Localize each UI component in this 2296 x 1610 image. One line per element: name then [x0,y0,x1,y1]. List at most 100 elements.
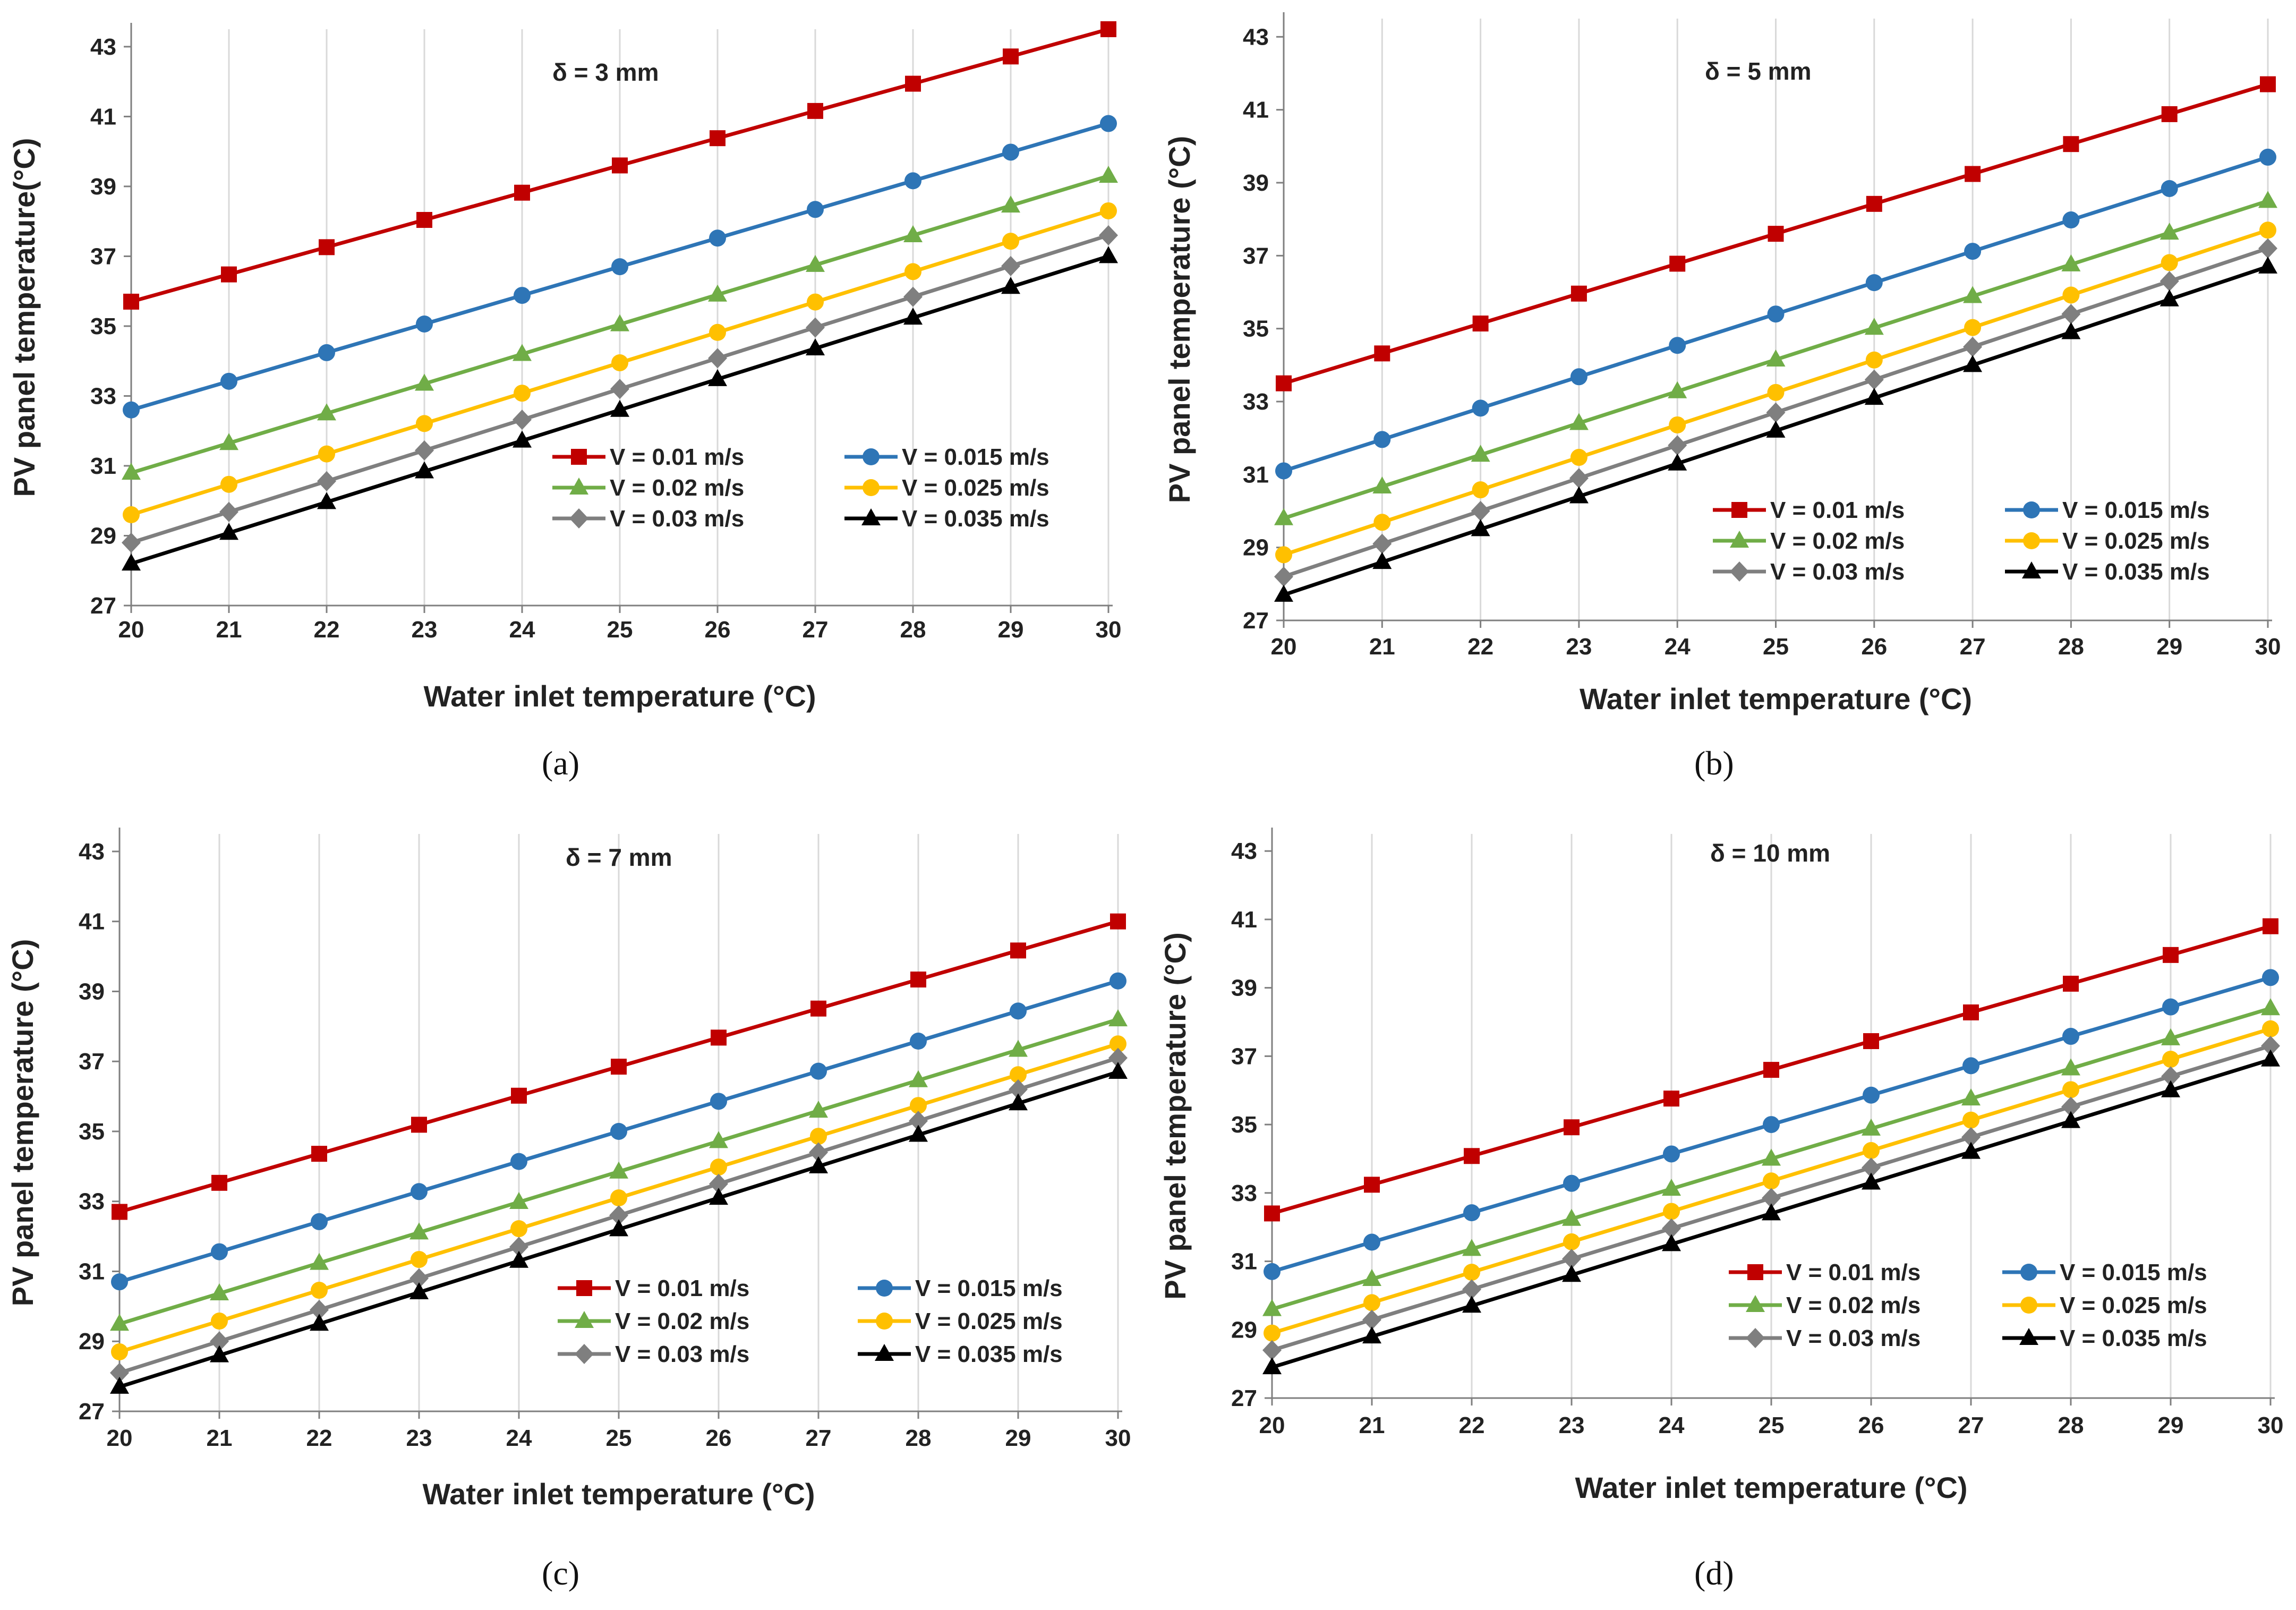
data-point [1663,1091,1679,1107]
data-point [411,1117,427,1133]
legend-label: V = 0.035 m/s [2060,1325,2207,1351]
data-point [2161,1080,2180,1097]
data-point [509,1237,528,1257]
data-point [415,461,434,479]
data-point [122,553,141,571]
data-point [810,1128,827,1145]
legend-marker [876,1313,893,1330]
data-point [610,399,629,417]
data-point [2062,1028,2079,1045]
data-point [711,1029,727,1046]
data-point [1002,143,1019,161]
thickness-annotation: δ = 3 mm [552,58,659,86]
series-V0015 [123,115,1117,419]
data-point [318,344,335,361]
data-point [1472,399,1489,417]
legend-marker [1730,561,1749,582]
data-point [1762,1203,1781,1221]
y-tick-label: 31 [1231,1249,1257,1275]
data-point [2061,304,2081,325]
data-point [111,1343,128,1361]
data-point [1766,420,1786,438]
x-tick-label: 23 [1566,634,1592,660]
data-point [211,1243,228,1260]
data-point [1762,1188,1781,1208]
data-point [416,415,433,432]
legend-item: V = 0.015 m/s [858,1275,1063,1301]
data-point [609,1219,628,1237]
data-point [511,1087,527,1104]
data-point [409,1282,429,1300]
data-point [2261,998,2280,1016]
legend-marker [1747,1264,1763,1280]
data-point [220,475,237,493]
data-point [219,433,238,450]
legend-marker [863,479,880,496]
data-point [211,1313,228,1330]
x-tick-label: 27 [1958,1412,1984,1438]
legend-item: V = 0.035 m/s [858,1341,1063,1367]
data-point [709,1131,728,1148]
legend-label: V = 0.035 m/s [2062,559,2210,585]
x-tick-label: 24 [1665,634,1691,660]
data-point [513,410,532,430]
legend-label: V = 0.03 m/s [615,1341,749,1367]
data-point [122,463,141,480]
data-point [1863,1142,1880,1160]
series-V001 [1276,76,2276,391]
data-point [1099,225,1118,245]
data-point [1864,369,1884,390]
data-point [210,1283,229,1300]
data-point [2258,191,2277,208]
data-point [611,354,628,371]
data-point [1961,1088,1981,1106]
data-point [1276,375,1292,391]
data-point [1962,1057,1979,1075]
y-tick-label: 33 [1231,1180,1257,1206]
data-point [2063,136,2079,152]
data-point [514,287,531,304]
thickness-annotation: δ = 5 mm [1705,57,1812,85]
data-point [1570,449,1587,466]
data-point [317,403,336,421]
x-tick-label: 24 [506,1425,532,1451]
x-tick-label: 22 [1459,1412,1485,1438]
data-point [510,1220,527,1238]
caption-d: (d) [1694,1554,1734,1592]
data-point [122,532,141,553]
data-point [810,1000,826,1017]
legend-label: V = 0.015 m/s [902,444,1049,470]
legend-item: V = 0.01 m/s [558,1275,749,1301]
data-point [1963,1004,1979,1020]
data-point [903,225,923,242]
legend-item: V = 0.025 m/s [2002,1292,2207,1318]
y-tick-label: 41 [1243,97,1269,123]
x-tick-label: 28 [2058,634,2084,660]
data-point [1865,274,1883,292]
legend-item: V = 0.03 m/s [1729,1325,1921,1351]
data-point [2163,947,2179,963]
data-point [1363,1233,1380,1251]
data-point [510,1153,527,1170]
data-point [509,1192,528,1209]
series-V001 [123,21,1116,310]
x-tick-label: 23 [406,1425,432,1451]
legend-marker [2022,561,2041,578]
data-point [311,1282,328,1299]
data-point [1862,1172,1881,1190]
data-point [112,1204,127,1220]
data-point [2161,1066,2180,1087]
legend-item: V = 0.02 m/s [1713,528,1905,554]
data-point [1274,584,1293,602]
x-tick-label: 30 [1105,1425,1131,1451]
data-point [409,1268,429,1289]
data-point [1471,519,1490,536]
data-point [807,293,824,311]
data-point [1669,337,1686,354]
data-point [1010,1002,1027,1020]
x-tick-label: 20 [1259,1412,1285,1438]
legend-item: V = 0.01 m/s [552,444,744,470]
data-point [1362,1269,1381,1287]
data-point [1462,1239,1481,1256]
y-tick-label: 33 [90,383,116,409]
